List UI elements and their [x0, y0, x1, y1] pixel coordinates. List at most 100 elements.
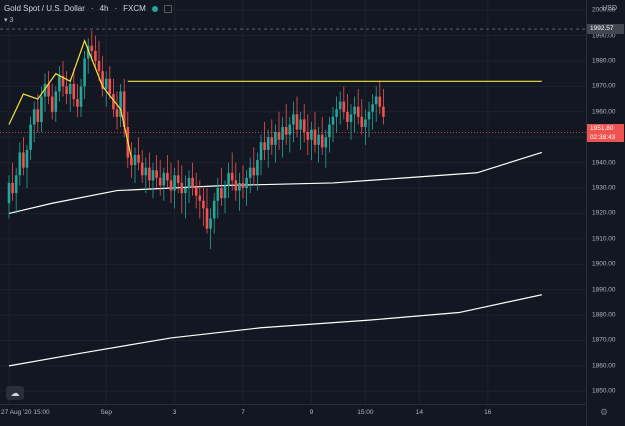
candle-body: [331, 116, 335, 125]
candle-body: [133, 154, 137, 166]
candle-body: [148, 167, 151, 181]
candle-body: [241, 182, 245, 189]
ma-fast-line: [8, 151, 542, 215]
time-axis[interactable]: [0, 404, 586, 426]
square-icon[interactable]: [163, 4, 172, 13]
candle-body: [94, 50, 97, 61]
price-tick-label: 1880.00: [592, 311, 616, 319]
candle-body: [25, 149, 29, 168]
candle-body: [112, 94, 115, 110]
candle-body: [47, 83, 50, 97]
time-tick-label: 7: [241, 409, 245, 416]
candle-body: [144, 167, 148, 176]
time-tick-label: 27 Aug '20 15:00: [1, 409, 50, 416]
candle-body: [227, 172, 230, 186]
candle-body: [90, 45, 94, 51]
candle-body: [18, 152, 22, 176]
candle-body: [130, 157, 133, 166]
candle-body: [65, 86, 68, 95]
candle-body: [371, 104, 374, 112]
candle-body: [54, 91, 58, 112]
candle-body: [274, 132, 277, 145]
price-tick-label: 2000.00: [592, 6, 616, 14]
candle-body: [356, 106, 360, 117]
candle-body: [205, 208, 209, 229]
bar-countdown-label: 02:38:43: [587, 132, 624, 142]
currency-label[interactable]: USD: [602, 5, 617, 12]
candle-body: [158, 177, 162, 186]
zigzag-drawing: [8, 38, 132, 158]
candle-body: [284, 127, 288, 135]
candle-body: [223, 185, 227, 199]
price-tick-label: 1890.00: [592, 286, 616, 294]
candle-body: [306, 132, 310, 140]
candle-body: [173, 175, 176, 191]
price-tick-label: 1940.00: [592, 159, 616, 167]
candle-body: [281, 127, 284, 140]
candle-body: [288, 124, 292, 135]
candle-body: [263, 142, 266, 150]
candle-body: [324, 137, 328, 148]
price-tick-label: 1960.00: [592, 108, 616, 116]
price-tick-label: 1870.00: [592, 336, 616, 344]
candle-body: [234, 180, 238, 191]
candle-body: [317, 134, 320, 145]
candle-body: [364, 119, 367, 128]
time-tick-label: 16: [484, 409, 492, 416]
interval-label[interactable]: 4h: [99, 4, 109, 13]
candle-body: [220, 188, 223, 199]
candle-body: [245, 177, 248, 189]
price-tick-label: 1850.00: [592, 387, 616, 395]
symbol-name[interactable]: Gold Spot / U.S. Dollar: [4, 4, 85, 13]
indicator-toggle[interactable]: ▾ 3: [4, 16, 13, 24]
candle-body: [209, 218, 212, 229]
candle-body: [7, 182, 11, 204]
candle-body: [310, 129, 313, 140]
candle-body: [270, 137, 274, 145]
candle-body: [299, 119, 302, 130]
candle-body: [382, 106, 385, 117]
price-tick-label: 1860.00: [592, 362, 616, 370]
candle-body: [43, 83, 47, 97]
candle-body: [169, 180, 173, 191]
candle-body: [50, 96, 54, 112]
candle-body: [266, 137, 270, 150]
candle-body: [58, 76, 61, 92]
candle-body: [295, 114, 299, 130]
candle-body: [202, 200, 205, 209]
tradingview-logo[interactable]: ☁: [6, 386, 24, 400]
candle-body: [302, 119, 306, 133]
time-tick-label: 9: [309, 409, 314, 416]
sep: ·: [90, 4, 94, 13]
price-tick-label: 1910.00: [592, 235, 616, 243]
sep: ·: [114, 4, 118, 13]
candle-body: [155, 170, 158, 178]
time-tick-label: 3: [172, 409, 177, 416]
candle-body: [76, 99, 79, 107]
candle-body: [32, 109, 36, 125]
candle-body: [259, 142, 263, 161]
last-price-label: 1951.80: [587, 123, 624, 133]
price-axis[interactable]: [586, 0, 625, 426]
candle-body: [104, 78, 108, 89]
ma-slow-line: [8, 294, 542, 367]
candle-body: [115, 109, 119, 117]
candle-body: [367, 111, 371, 120]
candle-body: [346, 111, 349, 122]
candle-body: [79, 86, 83, 107]
candle-body: [108, 78, 112, 95]
candle-body: [320, 134, 324, 148]
price-tick-label: 1980.00: [592, 57, 616, 65]
candle-body: [342, 101, 346, 112]
price-tick-label: 1990.00: [592, 32, 616, 40]
price-tick-label: 1920.00: [592, 209, 616, 217]
candle-body: [252, 167, 256, 176]
candle-body: [277, 132, 281, 140]
chevron-down-icon: ▾: [4, 17, 10, 24]
candle-body: [313, 129, 317, 145]
candle-body: [378, 96, 382, 107]
gear-icon[interactable]: ⚙: [600, 407, 609, 417]
candle-body: [230, 172, 234, 181]
candle-body: [68, 83, 72, 95]
